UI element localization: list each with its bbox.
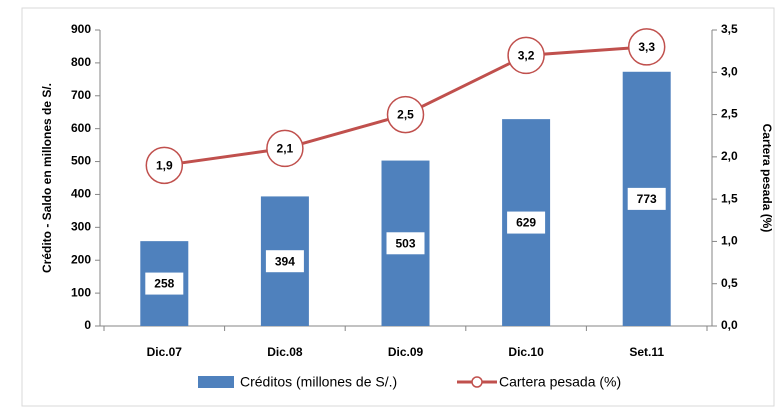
bar-label-box <box>627 187 666 210</box>
legend-label: Cartera pesada (%) <box>499 374 621 390</box>
x-tick-label: Dic.10 <box>508 345 544 359</box>
y2-tick-label: 3,5 <box>721 22 738 36</box>
line-marker <box>507 36 545 75</box>
x-tick-label: Dic.08 <box>267 345 303 359</box>
y-axis-title: Crédito - Saldo en millones de S/. <box>40 83 54 273</box>
y2-axis-title: Cartera pesada (%) <box>760 124 774 233</box>
y-tick-label: 900 <box>71 22 91 36</box>
y2-tick-label: 2,5 <box>721 107 738 121</box>
x-tick-label: Dic.09 <box>388 345 424 359</box>
line-label: 2,1 <box>277 142 294 156</box>
legend-label: Créditos (millones de S/.) <box>240 374 397 390</box>
bar-label: 773 <box>637 192 657 206</box>
y-tick-label: 300 <box>71 220 91 234</box>
line-label: 3,2 <box>518 49 535 63</box>
bar-label-box <box>265 250 304 273</box>
x-tick-label: Set.11 <box>629 345 664 359</box>
y-tick-label: 400 <box>71 187 91 201</box>
bar-label: 629 <box>516 216 536 230</box>
y-tick-label: 600 <box>71 121 91 135</box>
legend-swatch <box>198 376 234 388</box>
bar-label: 258 <box>154 277 174 291</box>
line-marker <box>266 129 304 168</box>
line-marker <box>386 95 425 134</box>
line-label: 3,3 <box>638 40 655 54</box>
y2-tick-label: 2,0 <box>721 149 738 163</box>
bar-label-box <box>386 232 425 255</box>
y2-tick-label: 0,5 <box>721 276 738 290</box>
y2-tick-label: 3,0 <box>721 64 738 78</box>
bar-label-box <box>145 272 184 295</box>
bar-label-box <box>507 211 546 234</box>
line-marker <box>145 146 184 185</box>
y-tick-label: 200 <box>71 252 91 266</box>
y-tick-label: 500 <box>71 154 91 168</box>
bar-label: 503 <box>395 236 415 250</box>
y-tick-label: 100 <box>71 285 91 299</box>
y2-tick-label: 0,0 <box>721 318 738 332</box>
legend-marker <box>471 376 483 388</box>
x-tick-label: Dic.07 <box>147 345 183 359</box>
y-tick-label: 0 <box>84 318 91 332</box>
line-marker <box>627 28 666 66</box>
y2-tick-label: 1,0 <box>721 234 738 248</box>
line-label: 1,9 <box>156 158 173 172</box>
y-tick-label: 800 <box>71 55 91 69</box>
y-tick-label: 700 <box>71 88 91 102</box>
bar-label: 394 <box>275 254 295 268</box>
line-label: 2,5 <box>397 108 414 122</box>
y2-tick-label: 1,5 <box>721 191 738 205</box>
